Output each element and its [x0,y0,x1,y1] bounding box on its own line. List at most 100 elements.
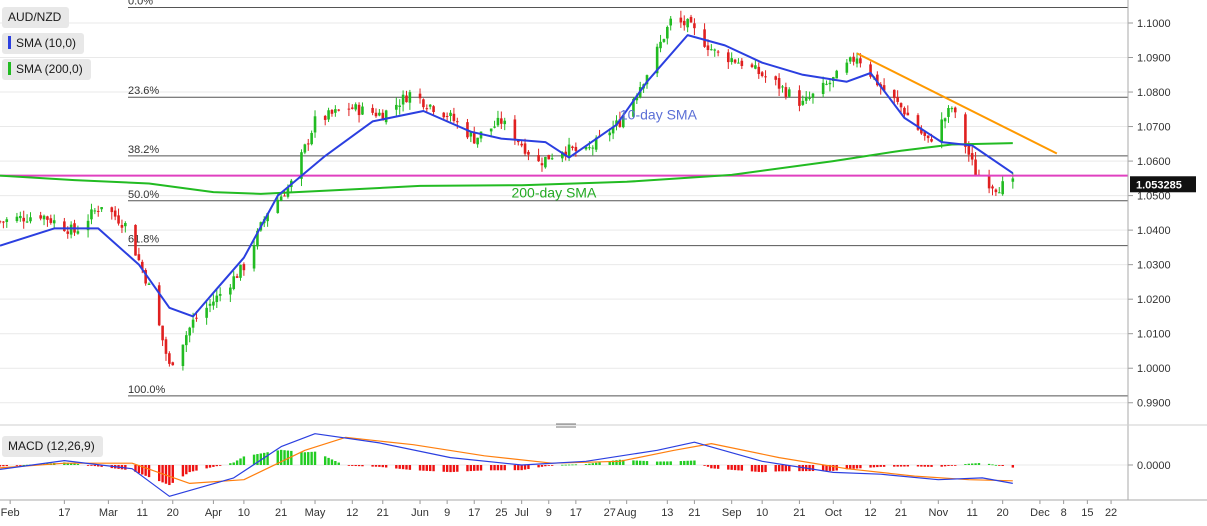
price-tick-label: 1.0700 [1137,122,1171,134]
candle-body [561,151,564,159]
candle-body [76,231,80,234]
sma10-legend-badge[interactable]: SMA (10,0) [2,33,85,54]
macd-histogram-bar [642,460,645,465]
candle-body [310,132,313,145]
candle-body [726,52,730,63]
macd-histogram-bar [774,465,777,472]
candle-body [15,216,19,222]
candle-body [784,87,788,97]
symbol-badge[interactable]: AUD/NZD [2,7,70,28]
candle-body [449,112,452,117]
macd-histogram-bar [408,465,412,470]
candle-body [666,27,669,39]
candle-body [100,207,103,210]
macd-histogram-bar [473,465,476,471]
time-tick-label: Nov [929,507,949,519]
macd-histogram-bar [564,464,567,466]
time-tick-label: 21 [793,507,805,519]
candle-body [215,295,219,303]
macd-histogram-bar [215,465,218,467]
macd-histogram-bar [618,459,622,465]
candle-body [943,118,947,122]
candle-body [655,46,659,74]
price-tick-label: 1.0100 [1137,329,1171,341]
macd-histogram-bar [144,465,147,476]
resistance-trendline [856,52,1058,155]
candle-body [1001,181,1004,195]
macd-histogram-bar [940,465,943,467]
candle-body [42,215,46,220]
candle-body [523,143,527,154]
macd-histogram-bar [849,465,852,469]
macd-histogram-bar [361,465,364,467]
candle-body [69,224,73,235]
candle-body [550,158,554,160]
sma10-swatch [8,36,11,49]
candle-body [29,217,32,222]
candle-body [632,98,635,117]
macd-histogram-bar [906,465,910,467]
macd-histogram-bar [252,454,256,465]
macd-histogram-bar [882,465,886,467]
candle-body [279,196,283,201]
macd-histogram-bar [893,465,896,467]
candle-body [276,199,280,213]
candle-body [354,104,357,110]
candle-body [405,95,408,103]
macd-lines [0,433,1013,497]
candle-body [950,108,954,110]
candle-body [994,189,998,193]
candle-body [428,104,432,107]
last-price-tag [1130,176,1196,193]
macd-histogram-bar [137,465,141,474]
macd-histogram-bar [727,465,730,470]
macd-histogram-bar [76,464,80,465]
candle-body [926,135,930,139]
candle-body [422,99,425,108]
candle-body [693,23,696,29]
macd-histogram-bar [954,465,957,466]
macd-histogram-bar [401,465,405,470]
macd-histogram-bar [811,465,815,472]
macd-histogram-bar [469,465,473,472]
candle-body [896,97,899,102]
candle-body [953,107,957,113]
candle-body [157,285,161,326]
candle-body [395,104,398,110]
macd-histogram-bar [537,465,540,468]
macd-histogram-bar [757,465,760,472]
macd-histogram-bar [347,465,351,466]
chart-annotation: 200-day SMA [511,184,596,200]
macd-histogram-bar [310,451,313,465]
macd-histogram-bar [645,461,649,465]
candle-body [801,100,805,105]
macd-histogram-bar [418,465,422,471]
price-tick-label: 1.1000 [1137,18,1171,30]
macd-histogram-bar [859,465,862,469]
macd-histogram-bar [334,461,337,465]
price-axis: 1.1000 1.0900 1.0800 1.0700 1.0600 1.0500 1.04… [1128,18,1196,410]
macd-histogram-bar [920,465,923,467]
candle-body [798,90,801,106]
candle-body [117,215,120,224]
candle-body [703,29,706,47]
candle-body [181,344,185,366]
macd-histogram-bar [205,465,208,469]
price-tick-label: 1.0000 [1137,363,1171,375]
candle-body [835,70,838,79]
price-tick-label: 1.0900 [1137,53,1171,65]
macd-legend-badge[interactable]: MACD (12,26,9) [2,436,103,457]
time-tick-label: Aug [617,507,637,519]
macd-histogram-bar [754,465,757,472]
macd-histogram-bar [185,465,188,475]
candle-body [588,147,591,149]
candle-body [804,97,808,101]
time-tick-label: 21 [275,507,287,519]
macd-histogram-bar [476,465,479,471]
candle-body [808,97,811,99]
candle-body [239,264,242,278]
macd-histogram-bar [22,464,25,466]
time-tick-label: Dec [1030,507,1050,519]
sma200-legend-badge[interactable]: SMA (200,0) [2,59,91,80]
candle-body [520,143,523,146]
